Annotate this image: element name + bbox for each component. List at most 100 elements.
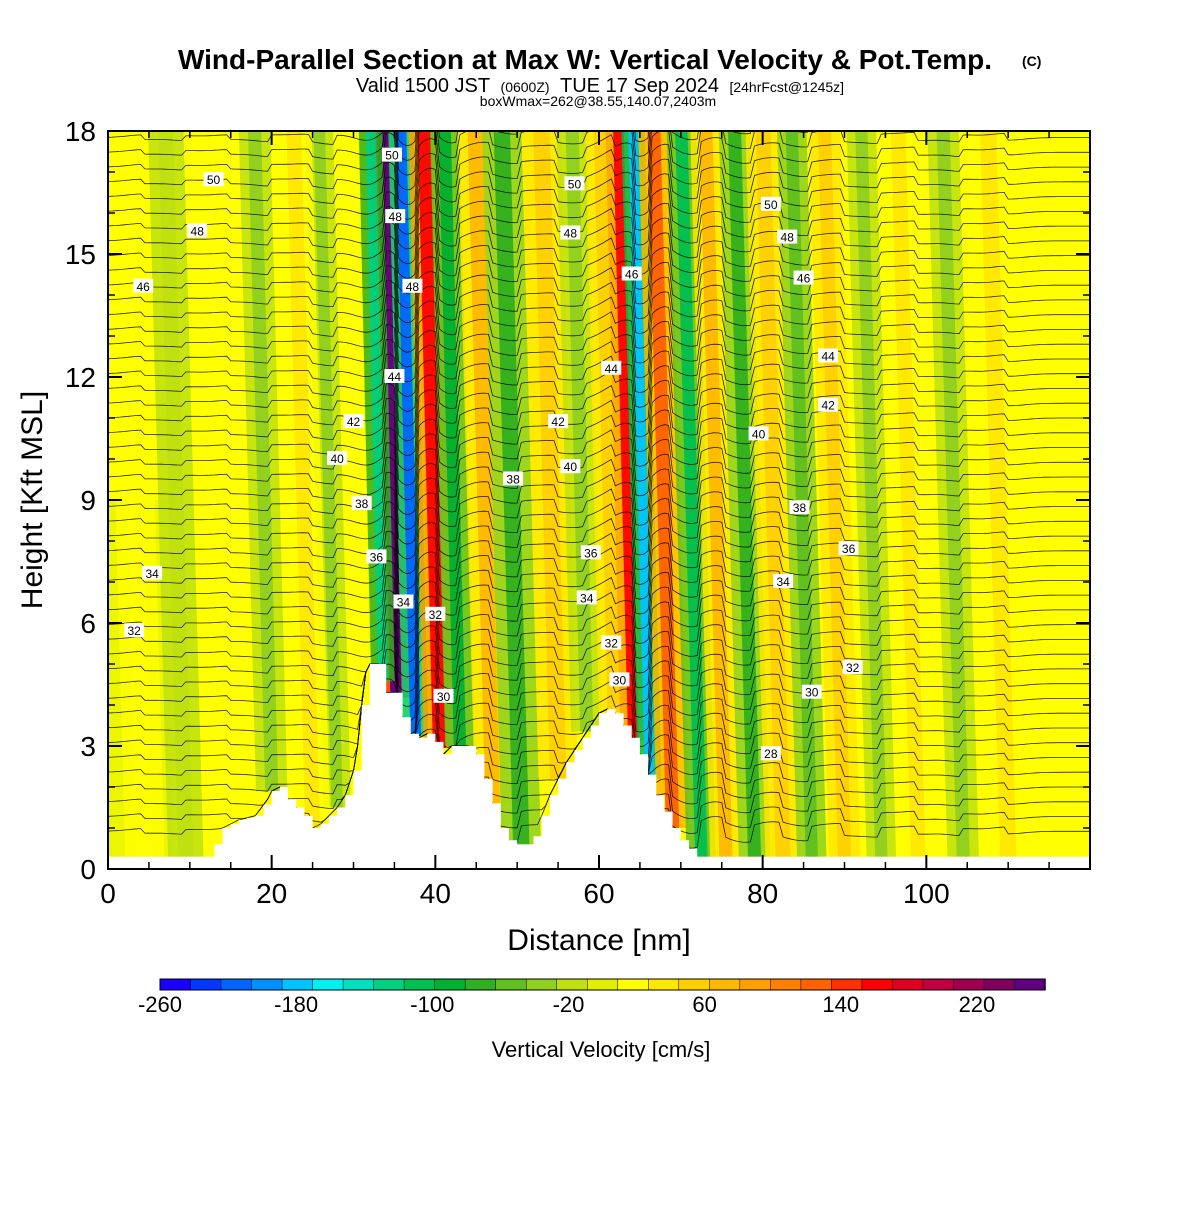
colorbar-tick-label: 220 xyxy=(959,992,996,1017)
velocity-band-core xyxy=(248,131,279,792)
theta-label-text: 42 xyxy=(821,399,835,413)
theta-contour xyxy=(108,619,1090,693)
velocity-band-core xyxy=(565,131,594,732)
theta-label: 50 xyxy=(203,172,224,187)
theta-contour xyxy=(108,471,1090,545)
theta-label-text: 44 xyxy=(605,362,619,376)
colorbar-swatch xyxy=(556,978,588,991)
theta-label-bg xyxy=(381,147,402,162)
theta-contour xyxy=(108,132,1090,206)
colorbar-swatch xyxy=(403,978,436,991)
theta-label: 34 xyxy=(773,574,794,589)
y-tick-label: 9 xyxy=(80,485,96,516)
theta-label-bg xyxy=(773,574,794,588)
theta-label: 44 xyxy=(384,369,405,384)
theta-contour xyxy=(108,206,1090,279)
theta-contour xyxy=(108,442,1090,516)
velocity-band xyxy=(690,131,742,857)
theta-label-bg xyxy=(133,278,154,293)
colorbar-swatch xyxy=(892,978,924,991)
theta-label-text: 46 xyxy=(137,280,151,294)
theta-label-text: 46 xyxy=(625,268,639,282)
theta-label-bg xyxy=(818,397,839,412)
colorbar-swatch xyxy=(434,978,466,991)
forecast-info: [24hrFcst@1245z] xyxy=(729,79,844,95)
theta-label-text: 34 xyxy=(580,591,594,605)
theta-label-text: 36 xyxy=(584,546,598,560)
theta-label-bg xyxy=(601,635,622,650)
theta-label-bg xyxy=(576,590,597,605)
theta-label: 36 xyxy=(366,549,387,564)
y-tick-label: 12 xyxy=(65,362,96,393)
x-axis-label: Distance [nm] xyxy=(507,924,690,957)
theta-label-bg xyxy=(560,459,581,474)
velocity-band-core xyxy=(205,131,238,824)
y-tick-label: 6 xyxy=(80,608,96,639)
terrain-polygon xyxy=(108,664,1090,869)
theta-contour xyxy=(108,427,1090,501)
theta-label-bg xyxy=(801,684,822,699)
theta-label-text: 38 xyxy=(793,501,807,515)
colorbar-tick-label: 140 xyxy=(822,992,859,1017)
theta-contour xyxy=(108,265,1090,339)
theta-contour xyxy=(108,486,1090,560)
y-axis-label: Height [Kft MSL] xyxy=(16,391,49,609)
theta-contour xyxy=(108,0,1090,42)
terrain xyxy=(108,664,1090,869)
colorbar-swatch xyxy=(678,978,711,991)
colorbar-swatch xyxy=(922,978,955,991)
theta-label: 50 xyxy=(381,147,402,163)
theta-label-text: 30 xyxy=(805,686,819,700)
velocity-band xyxy=(430,131,475,746)
theta-label-text: 30 xyxy=(613,673,627,687)
colorbar-tick-label: -100 xyxy=(410,992,454,1017)
theta-contour-labels: 50 48 46 34 32 50 48 48 44 42 40 38 36 34 32 30 50 48 46 44… xyxy=(124,147,863,761)
velocity-band-core xyxy=(936,131,970,857)
boxwmax-info: boxWmax=262@38.55,140.07,2403m xyxy=(480,93,716,109)
theta-label-text: 50 xyxy=(764,198,778,212)
velocity-band xyxy=(846,131,897,857)
colorbar-frame xyxy=(159,978,1046,991)
theta-contour xyxy=(108,663,1090,748)
colorbar-swatch xyxy=(709,978,741,991)
velocity-band-core xyxy=(785,131,818,857)
theta-label-text: 34 xyxy=(397,596,411,610)
theta-label-bg xyxy=(187,223,208,238)
colorbar-swatch xyxy=(1014,978,1046,991)
theta-contour xyxy=(108,634,1090,708)
theta-contour xyxy=(108,280,1090,353)
velocity-band-core xyxy=(286,131,320,828)
theta-label: 42 xyxy=(343,414,364,429)
colorbar: -260 -180 -100 -20 60 140 220 xyxy=(138,978,1046,1017)
chart-title: Wind-Parallel Section at Max W: Vertical… xyxy=(178,44,992,75)
velocity-band-core xyxy=(890,131,926,857)
theta-contour xyxy=(108,309,1090,383)
velocity-band-core xyxy=(116,131,154,857)
theta-label: 40 xyxy=(327,451,348,466)
theta-label-text: 28 xyxy=(764,747,778,761)
theta-label: 38 xyxy=(503,471,524,487)
theta-label-text: 44 xyxy=(821,350,835,364)
theta-contour xyxy=(108,220,1090,294)
velocity-band-core xyxy=(158,131,194,857)
theta-label: 40 xyxy=(748,426,769,441)
theta-label: 42 xyxy=(818,397,839,413)
velocity-band xyxy=(276,131,331,828)
theta-label-bg xyxy=(564,176,585,191)
theta-label: 34 xyxy=(393,594,414,610)
theta-label: 48 xyxy=(385,209,406,224)
theta-label: 48 xyxy=(560,225,581,241)
x-tick-label: 60 xyxy=(583,878,614,909)
theta-label-bg xyxy=(580,545,601,560)
theta-contour xyxy=(108,604,1090,678)
colorbar-swatch xyxy=(831,978,863,991)
x-tick-label: 40 xyxy=(420,878,451,909)
theta-contour xyxy=(108,294,1090,368)
colorbar-swatch xyxy=(648,978,680,991)
theta-label: 30 xyxy=(609,672,630,687)
velocity-band xyxy=(927,131,979,857)
velocity-band xyxy=(108,131,165,857)
theta-contour xyxy=(108,649,1090,722)
theta-label-text: 30 xyxy=(437,690,451,704)
theta-label-text: 48 xyxy=(781,231,795,245)
